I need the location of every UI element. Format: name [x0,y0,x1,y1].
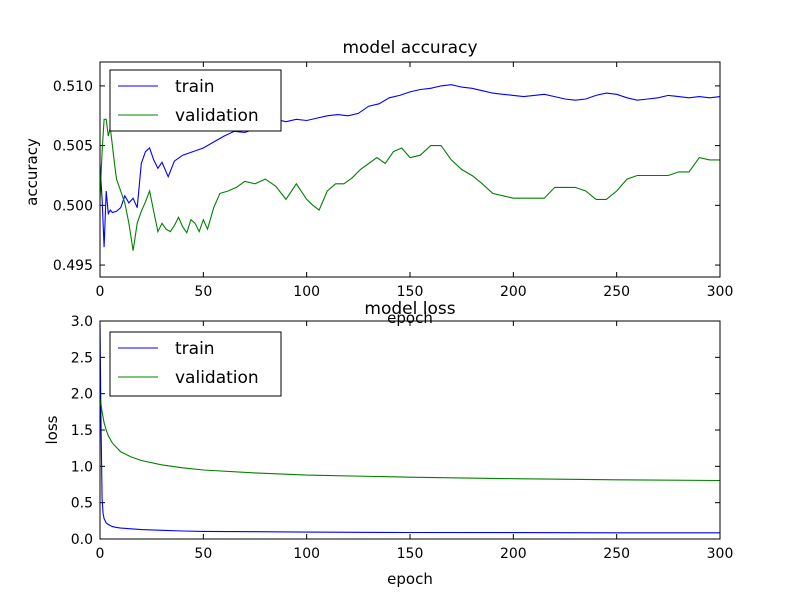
accuracy-xtick-label: 250 [603,284,630,300]
loss-lines [99,324,721,534]
accuracy-xlabel: epoch [387,309,433,327]
loss-ytick-label: 0.5 [71,496,93,512]
loss-legend: train validation [109,331,282,397]
accuracy-train-line [99,84,721,248]
accuracy-ytick-label: 0.500 [53,198,93,214]
accuracy-legend-validation-label: validation [175,106,259,126]
loss-ytick-label: 0.0 [71,532,93,548]
accuracy-legend-box [109,69,282,132]
accuracy-axes-frame [99,61,721,278]
accuracy-legend: train validation [109,69,282,132]
loss-xtick-label: 50 [194,546,212,562]
accuracy-xtick-label: 200 [500,284,527,300]
accuracy-ytick-label: 0.510 [53,79,93,95]
accuracy-ytick-label: 0.505 [53,139,93,155]
loss-ylabel: loss [43,415,61,444]
accuracy-plot: model accuracy accuracy epoch 0 50 100 150 2… [23,38,733,327]
loss-xtick-label: 0 [96,546,105,562]
loss-validation-line [99,397,721,482]
accuracy-ytick-label: 0.495 [53,258,93,274]
loss-legend-validation-label: validation [175,368,259,388]
accuracy-xtick-label: 50 [194,284,212,300]
loss-xlabel: epoch [387,570,433,588]
loss-xtick-label: 300 [707,546,734,562]
loss-ytick-label: 2.5 [71,350,93,366]
accuracy-ticks: 0 50 100 150 200 250 300 0.495 0.500 0.505 0.510 [53,62,733,300]
loss-ytick-label: 3.0 [71,314,93,330]
loss-ytick-label: 1.0 [71,459,93,475]
loss-ytick-label: 1.5 [71,423,93,439]
loss-xtick-label: 100 [293,546,320,562]
loss-axes-frame [99,320,721,540]
loss-ticks: 0 50 100 150 200 250 300 0.0 0.5 1.0 1.5 2.0 2.5 3.0 [71,314,734,562]
loss-plot: model loss loss epoch 0 50 100 150 200 250 300… [43,299,733,588]
accuracy-xtick-label: 100 [293,284,320,300]
loss-train-line [99,324,720,534]
accuracy-xtick-label: 150 [397,284,424,300]
loss-title: model loss [364,299,455,319]
loss-xtick-label: 150 [397,546,424,562]
loss-xtick-label: 250 [603,546,630,562]
accuracy-lines [99,84,721,251]
accuracy-ylabel: accuracy [23,138,41,206]
loss-legend-train-label: train [175,339,215,359]
accuracy-validation-line [99,118,720,251]
accuracy-title: model accuracy [342,38,477,58]
accuracy-legend-train-label: train [175,77,215,97]
loss-xtick-label: 200 [500,546,527,562]
loss-ytick-label: 2.0 [71,387,93,403]
accuracy-xtick-label: 300 [707,284,734,300]
accuracy-xtick-label: 0 [96,284,105,300]
loss-legend-box [109,331,282,397]
